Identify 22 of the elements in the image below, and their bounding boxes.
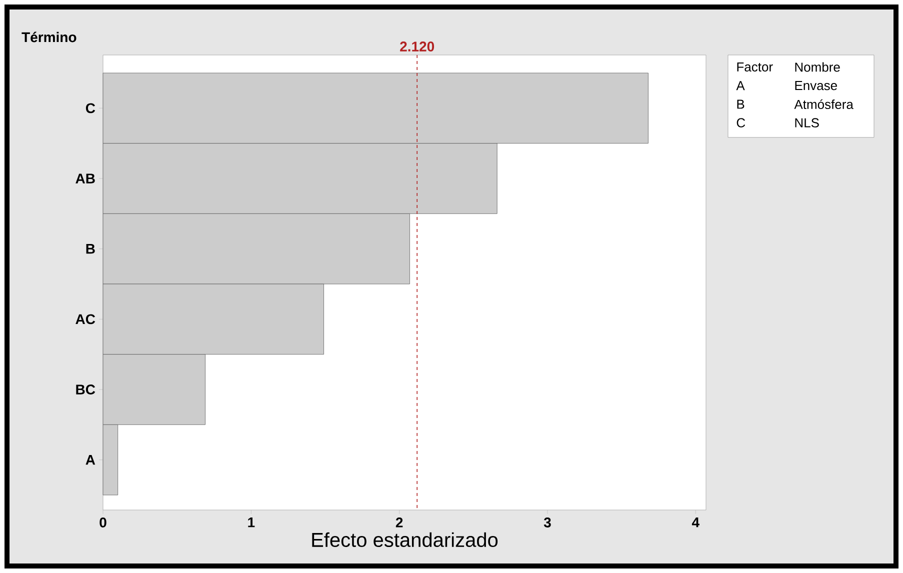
x-tick-label: 4 xyxy=(692,518,700,528)
text: A xyxy=(736,81,745,90)
text: Envase xyxy=(795,81,837,90)
y-tick-label: B xyxy=(86,244,95,254)
text: Nombre xyxy=(795,62,840,72)
text: Atmósfera xyxy=(794,99,854,110)
y-tick-label: A xyxy=(86,455,96,465)
text: C xyxy=(736,118,746,128)
x-tick-label: 0 xyxy=(100,518,106,528)
x-axis-title: Efecto estandarizado xyxy=(312,532,498,548)
text: Factor xyxy=(737,62,773,72)
y-tick-label: AB xyxy=(76,174,95,184)
x-tick-label: 2 xyxy=(396,518,403,528)
ref-line-label: 2.120 xyxy=(400,42,434,52)
y-tick-label: AC xyxy=(76,314,96,324)
y-axis-title: Término xyxy=(22,32,76,42)
y-tick-label: BC xyxy=(76,384,96,394)
x-tick-label: 3 xyxy=(544,518,551,528)
text: NLS xyxy=(795,118,819,128)
x-tick-label: 1 xyxy=(248,518,255,528)
text: B xyxy=(737,100,744,109)
y-tick-label: C xyxy=(86,103,96,114)
